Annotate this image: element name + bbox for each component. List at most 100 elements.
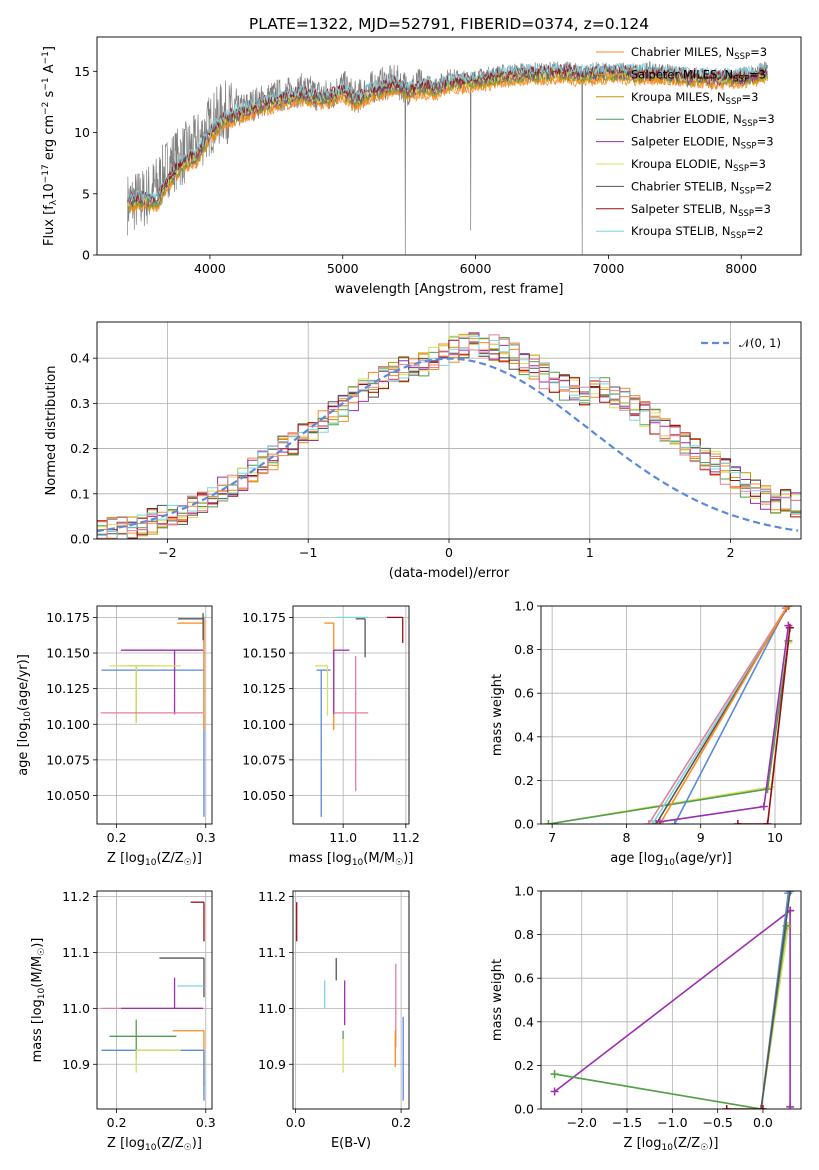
massweight_vs_age-ytick-label: 0.2 <box>514 773 534 788</box>
age_vs_mass-axes: 11.0 11.2 10.050 10.075 10.100 10.125 10.150 10… <box>242 605 420 868</box>
mass-weight-marker <box>544 820 553 824</box>
legend-label: 𝒩(0, 1) <box>739 336 781 350</box>
massweight_vs_age-axes: 7 8 9 10 0.0 0.2 0.4 0.6 0.8 1.0 age [log10(age/yr… <box>490 599 802 868</box>
massweight_vs_Z-ytick-label: 0.2 <box>514 1058 534 1073</box>
spectrum-xtick-label: 6000 <box>460 261 492 276</box>
age_vs_Z-ytick-label: 10.150 <box>46 646 90 661</box>
mass_vs_Z-xlabel: Z [log10(Z/Z☉)] <box>107 1136 202 1153</box>
mass-weight-line <box>659 606 789 824</box>
histogram-step <box>97 334 801 539</box>
residuals-ytick-label: 0.0 <box>70 532 90 547</box>
massweight_vs_age-xtick-label: 8 <box>622 830 630 845</box>
massweight_vs_age-xtick-label: 7 <box>548 830 556 845</box>
massweight_vs_age-ylabel: mass weight <box>490 674 505 756</box>
age_vs_Z-xtick-label: 0.2 <box>107 830 127 845</box>
massweight_vs_Z-frame <box>540 890 802 1110</box>
massweight_vs_age-ytick-label: 1.0 <box>514 599 534 614</box>
legend-label: Chabrier MILES, NSSP=3 <box>631 45 767 62</box>
figure-title: PLATE=1322, MJD=52791, FIBERID=0374, z=0… <box>249 15 649 33</box>
mass-weight-line <box>554 925 788 1109</box>
age_vs_Z-ytick-label: 10.050 <box>46 788 90 803</box>
age_vs_Z-xlabel: Z [log10(Z/Z☉)] <box>107 851 202 868</box>
mass_vs_EBV-xlabel: E(B-V) <box>331 1136 371 1151</box>
age_vs_mass-ytick-label: 10.125 <box>242 681 286 696</box>
mass-weight-marker <box>758 1105 767 1109</box>
mass_vs_EBV-axes: 0.0 0.2 10.9 11.0 11.1 11.2 E(B-V) <box>258 889 411 1151</box>
residuals-xtick-label: 1 <box>586 545 594 560</box>
massweight_vs_age-ytick-label: 0.4 <box>514 729 534 744</box>
residuals-xtick-label: −2 <box>158 545 176 560</box>
residuals-ytick-label: 0.1 <box>70 486 90 501</box>
spectrum-axes: 4000 5000 6000 7000 8000 0 5 10 15 wavelength [An… <box>41 36 802 297</box>
spectrum-xtick-label: 5000 <box>327 261 359 276</box>
residuals-axes: −2 −1 0 1 2 0.0 0.1 0.2 0.3 0.4 (data-model)/error… <box>44 321 802 581</box>
mass_vs_Z-ytick-label: 11.1 <box>62 945 90 960</box>
mass-weight-marker <box>763 785 772 794</box>
mass-weight-line <box>648 607 787 824</box>
normal-reference-curve <box>97 357 799 533</box>
age_vs_mass-frame <box>292 605 410 825</box>
massweight_vs_Z-ytick-label: 1.0 <box>514 884 534 899</box>
age_vs_Z-plot-area <box>100 613 206 817</box>
massweight_vs_age-ytick-label: 0.0 <box>514 817 534 832</box>
mass_vs_Z-xtick-label: 0.2 <box>107 1115 127 1130</box>
residuals-frame <box>96 321 802 540</box>
massweight_vs_Z-axes: −2.0 −1.5 −1.0 −0.5 0.0 0.0 0.2 0.4 0.6 0.8 1.0 Z [… <box>490 884 802 1153</box>
legend-label: Salpeter ELODIE, NSSP=3 <box>631 135 774 152</box>
spectrum-ylabel: Flux [fλ10−17 erg cm−2 s−1 A−1] <box>41 46 59 246</box>
massweight_vs_age-xtick-label: 9 <box>697 830 705 845</box>
age_vs_mass-xtick-label: 11.2 <box>392 830 420 845</box>
massweight_vs_Z-xtick-label: −1.0 <box>657 1115 687 1130</box>
mass-weight-line <box>554 925 790 1109</box>
age_vs_Z-ytick-label: 10.175 <box>46 610 90 625</box>
mass_vs_EBV-ytick-label: 11.0 <box>258 1001 286 1016</box>
mass_vs_EBV-ytick-label: 10.9 <box>258 1057 286 1072</box>
residuals-plot-area <box>97 332 801 539</box>
age_vs_mass-ytick-label: 10.075 <box>242 752 286 767</box>
mass-weight-marker <box>655 817 664 824</box>
mass_vs_Z-ytick-label: 11.2 <box>62 889 90 904</box>
residuals-ylabel: Normed distribution <box>44 366 59 496</box>
age_vs_Z-frame <box>96 605 213 825</box>
legend-label: Kroupa ELODIE, NSSP=3 <box>631 157 766 174</box>
spectrum-model-line <box>127 61 768 203</box>
spectrum-plot-area <box>127 60 768 255</box>
residuals-xtick-label: 0 <box>445 545 453 560</box>
massweight_vs_Z-xtick-label: −1.5 <box>612 1115 642 1130</box>
massweight_vs_Z-ytick-label: 0.0 <box>514 1102 534 1117</box>
mass_vs_Z-axes: 0.2 0.3 10.9 11.0 11.1 11.2 Z [log10(Z/Z☉)] mas… <box>30 889 216 1153</box>
mass_vs_EBV-xtick-label: 0.2 <box>391 1115 411 1130</box>
massweight_vs_Z-xtick-label: 0.0 <box>753 1115 773 1130</box>
mass-weight-marker <box>733 820 742 824</box>
age_vs_mass-ytick-label: 10.150 <box>242 646 286 661</box>
mass_vs_EBV-ytick-label: 11.2 <box>258 889 286 904</box>
age_vs_Z-ytick-label: 10.075 <box>46 752 90 767</box>
massweight_vs_age-xlabel: age [log10(age/yr)] <box>610 851 732 868</box>
massweight_vs_Z-xtick-label: −0.5 <box>702 1115 732 1130</box>
residuals-xtick-label: −1 <box>299 545 317 560</box>
age_vs_mass-ytick-label: 10.050 <box>242 788 286 803</box>
mass_vs_Z-plot-area <box>100 901 205 1101</box>
mass-weight-marker <box>644 820 653 824</box>
residuals-ytick-label: 0.4 <box>70 351 90 366</box>
residuals-xlabel: (data-model)/error <box>389 566 510 581</box>
mass_vs_Z-frame <box>96 890 213 1110</box>
mass-weight-line <box>548 640 790 824</box>
mass_vs_EBV-ytick-label: 11.1 <box>258 945 286 960</box>
mass_vs_EBV-plot-area <box>296 902 404 1101</box>
legend-label: Salpeter STELIB, NSSP=3 <box>631 202 771 219</box>
mass-weight-marker <box>550 1087 559 1096</box>
mass-weight-line <box>760 891 791 1109</box>
mass-weight-marker <box>722 1105 731 1109</box>
spectrum-model-line <box>127 63 768 203</box>
mass-weight-marker <box>670 820 679 824</box>
spectrum-frame <box>96 36 802 256</box>
spectrum-xtick-label: 4000 <box>194 261 226 276</box>
massweight_vs_age-xtick-label: 10 <box>767 830 783 845</box>
mass-weight-line <box>673 607 787 824</box>
spectrum-ytick-label: 0 <box>82 248 90 263</box>
mass-weight-marker <box>550 1070 559 1079</box>
legend-label: Salpeter MILES, NSSP=3 <box>631 67 766 84</box>
